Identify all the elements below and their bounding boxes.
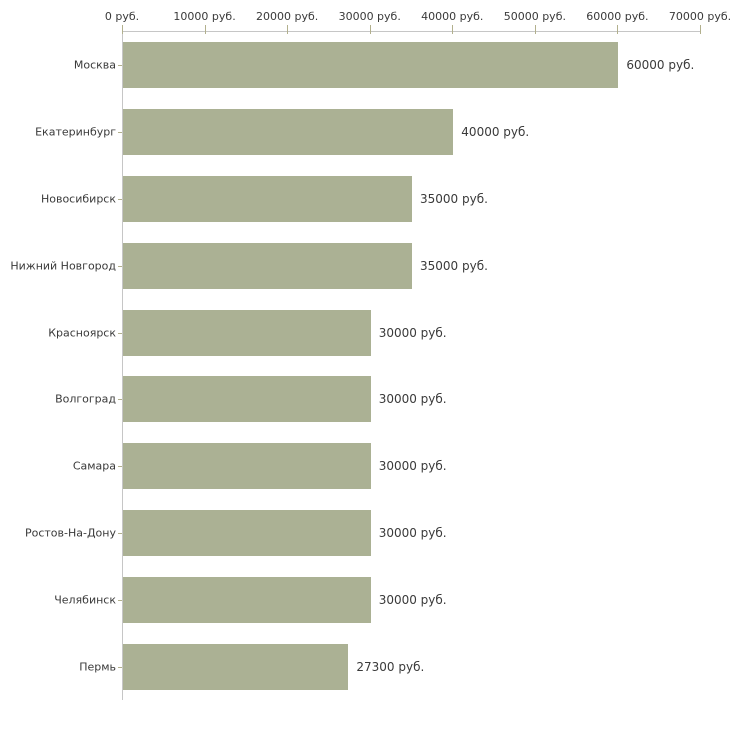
bar-row: Ростов-На-Дону 30000 руб.: [25, 500, 701, 567]
y-axis-tick: [118, 599, 122, 601]
value-label: 30000 руб.: [378, 392, 447, 407]
bar: [123, 643, 349, 690]
bar-row: Челябинск 30000 руб.: [54, 566, 701, 633]
x-axis-tick-label: 50000 руб.: [503, 10, 566, 23]
x-axis-tick: [369, 25, 371, 34]
bar-row: Новосибирск 35000 руб.: [41, 166, 701, 233]
bar: [123, 109, 454, 156]
x-axis-tick-label: 60000 руб.: [586, 10, 649, 23]
bar-row: Пермь 27300 руб.: [79, 633, 701, 700]
bar-row: Волгоград 30000 руб.: [55, 366, 701, 433]
bar: [123, 42, 619, 89]
bar: [123, 376, 371, 423]
value-label: 40000 руб.: [461, 125, 530, 140]
y-axis-tick: [118, 532, 122, 534]
y-axis-tick: [118, 466, 122, 468]
bar-row: Красноярск 30000 руб.: [48, 299, 701, 366]
bar-rows: Москва 60000 руб. Екатеринбург 40000 руб. Но…: [10, 32, 701, 700]
x-axis-tick: [204, 25, 206, 34]
bar-row: Самара 30000 руб.: [73, 433, 701, 500]
x-axis-tick-label: 70000 руб.: [668, 10, 730, 23]
category-label: Нижний Новгород: [10, 259, 116, 273]
y-axis-tick: [118, 332, 122, 334]
category-label: Екатеринбург: [35, 125, 116, 139]
y-axis-tick: [118, 198, 122, 200]
x-axis-tick: [452, 25, 454, 34]
value-label: 60000 руб.: [626, 58, 695, 73]
value-label: 30000 руб.: [378, 592, 447, 607]
y-axis-tick: [118, 65, 122, 67]
category-label: Пермь: [79, 660, 116, 674]
category-label: Самара: [72, 459, 116, 473]
bar-row: Москва 60000 руб.: [74, 32, 701, 99]
x-axis-tick-label: 40000 руб.: [421, 10, 484, 23]
category-label: Волгоград: [55, 392, 116, 406]
value-label: 30000 руб.: [378, 525, 447, 540]
x-axis-line: [122, 31, 701, 32]
x-axis-tick-label: 20000 руб.: [256, 10, 319, 23]
category-label: Ростов-На-Дону: [24, 526, 116, 540]
category-label: Москва: [73, 58, 116, 72]
y-axis-tick: [118, 666, 122, 668]
x-axis-tick: [122, 25, 123, 34]
value-label: 30000 руб.: [378, 325, 447, 340]
bar: [123, 576, 371, 623]
bar-row: Екатеринбург 40000 руб.: [35, 99, 701, 166]
value-label: 27300 руб.: [356, 659, 425, 674]
bar: [123, 309, 371, 356]
x-axis-tick-label: 0 руб.: [104, 10, 140, 23]
x-axis-tick: [700, 25, 701, 34]
y-axis-line: [122, 28, 123, 700]
value-label: 35000 руб.: [420, 258, 488, 273]
category-label: Челябинск: [54, 593, 116, 607]
bar: [123, 242, 412, 289]
value-label: 30000 руб.: [378, 459, 447, 474]
x-axis-tick: [534, 25, 536, 34]
y-axis-tick: [118, 265, 122, 267]
y-axis-tick: [118, 132, 122, 134]
category-label: Новосибирск: [40, 192, 116, 206]
bar-row: Нижний Новгород 35000 руб.: [10, 232, 701, 299]
y-axis-tick: [118, 399, 122, 401]
x-axis-tick: [287, 25, 289, 34]
x-axis-tick: [617, 25, 619, 34]
value-label: 35000 руб.: [420, 191, 488, 206]
bar: [123, 175, 412, 222]
x-axis-tick-label: 10000 руб.: [173, 10, 236, 23]
bar: [123, 443, 371, 490]
x-axis-tick-label: 30000 руб.: [338, 10, 401, 23]
category-label: Красноярск: [48, 326, 116, 340]
bar: [123, 509, 371, 556]
